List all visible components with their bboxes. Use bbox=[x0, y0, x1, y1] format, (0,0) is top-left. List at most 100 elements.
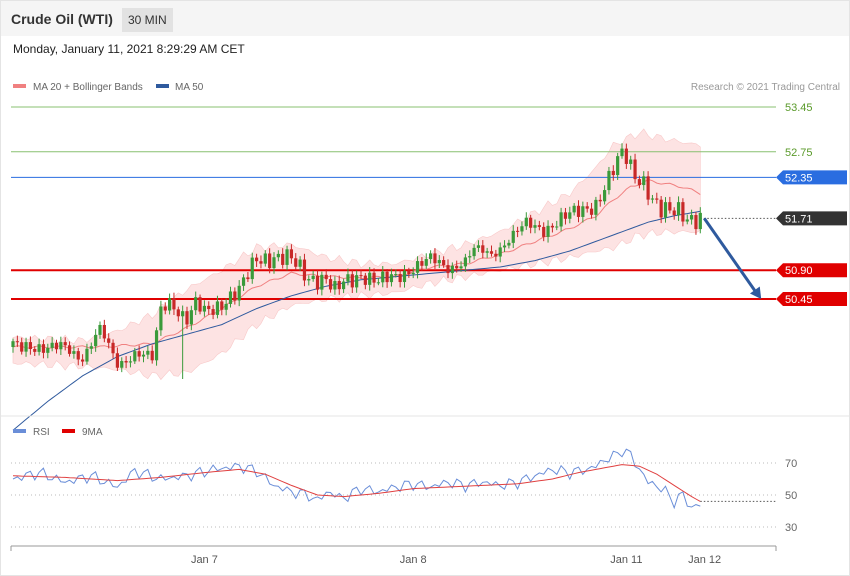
candle bbox=[616, 152, 620, 180]
level-tags: 53.45 52.75 52.35 51.71 50.90 50.45 bbox=[776, 102, 847, 306]
candle bbox=[24, 337, 28, 357]
candle bbox=[668, 196, 672, 214]
candle bbox=[181, 305, 185, 379]
candle bbox=[676, 196, 681, 221]
candle bbox=[620, 143, 624, 159]
candle bbox=[585, 202, 589, 213]
price-levels bbox=[11, 106, 776, 300]
rsi-ma-legend-label: 9MA bbox=[82, 427, 103, 438]
candle bbox=[276, 250, 280, 262]
candle bbox=[433, 248, 437, 270]
candle bbox=[576, 200, 581, 223]
candle bbox=[646, 171, 650, 206]
x-tick-label: Jan 12 bbox=[688, 554, 721, 566]
candle bbox=[589, 202, 594, 219]
candle bbox=[146, 346, 150, 360]
rsi-ma-legend-swatch bbox=[62, 429, 75, 433]
candle bbox=[263, 250, 267, 267]
candle bbox=[72, 345, 76, 359]
candle bbox=[381, 266, 385, 288]
candle bbox=[241, 274, 246, 291]
candle bbox=[102, 319, 106, 343]
candle bbox=[107, 333, 111, 349]
ma50-legend-label: MA 50 bbox=[175, 82, 204, 93]
x-axis: Jan 7 Jan 8 Jan 11 Jan 12 bbox=[10, 545, 777, 566]
candle bbox=[150, 345, 154, 364]
candle bbox=[650, 194, 655, 204]
timestamp: Monday, January 11, 2021 8:29:29 AM CET bbox=[13, 42, 245, 56]
candle bbox=[41, 339, 46, 359]
candle bbox=[555, 220, 559, 231]
level-label: 53.45 bbox=[785, 102, 813, 114]
candle bbox=[642, 171, 646, 191]
candle bbox=[520, 221, 524, 236]
candle bbox=[50, 337, 54, 352]
instrument-title: Crude Oil (WTI) bbox=[11, 11, 113, 27]
candle bbox=[402, 265, 407, 288]
projection-arrow-shaft bbox=[703, 217, 759, 295]
x-tick-label: Jan 7 bbox=[191, 554, 218, 566]
candle bbox=[537, 220, 541, 231]
candle bbox=[246, 272, 250, 282]
candle bbox=[415, 256, 420, 279]
candle bbox=[111, 339, 115, 359]
candle bbox=[690, 209, 694, 225]
candle bbox=[363, 272, 367, 290]
rsi-line bbox=[12, 448, 701, 510]
ma20-legend-swatch bbox=[13, 84, 26, 88]
candle bbox=[611, 165, 615, 181]
candle bbox=[629, 155, 633, 170]
candle bbox=[489, 245, 494, 257]
candle bbox=[450, 262, 454, 279]
candle bbox=[468, 250, 472, 263]
level-label: 52.35 bbox=[785, 172, 813, 184]
candle bbox=[389, 268, 394, 287]
candle bbox=[376, 277, 380, 286]
level-tag-support bbox=[776, 292, 847, 306]
candle bbox=[215, 295, 220, 319]
candle bbox=[672, 207, 676, 220]
candle bbox=[407, 267, 411, 278]
candle bbox=[655, 192, 659, 204]
timeframe-badge[interactable]: 30 MIN bbox=[122, 8, 173, 32]
candle bbox=[320, 271, 324, 296]
level-label: 52.75 bbox=[785, 147, 813, 159]
candle bbox=[476, 240, 481, 253]
candle bbox=[302, 253, 307, 287]
level-label: 50.45 bbox=[785, 294, 813, 306]
candle bbox=[333, 276, 337, 295]
candle bbox=[698, 207, 702, 234]
candle bbox=[481, 240, 485, 259]
projection-arrow bbox=[703, 217, 762, 299]
rsi-legend-swatch bbox=[13, 429, 26, 433]
candle bbox=[511, 225, 515, 249]
level-tag-support bbox=[776, 263, 847, 278]
candle bbox=[328, 275, 333, 293]
ma50-legend-swatch bbox=[156, 84, 169, 88]
candle bbox=[120, 357, 124, 373]
candle bbox=[633, 153, 637, 184]
candle bbox=[568, 206, 572, 224]
candle bbox=[289, 244, 293, 264]
bollinger-band bbox=[12, 128, 701, 381]
candle bbox=[211, 304, 215, 320]
candle bbox=[594, 196, 598, 221]
candle bbox=[54, 339, 59, 354]
candle bbox=[185, 306, 189, 330]
candle bbox=[437, 255, 441, 269]
level-label: 51.71 bbox=[785, 213, 813, 225]
candle bbox=[685, 214, 689, 225]
candle bbox=[355, 270, 359, 293]
chart-header: Crude Oil (WTI) 30 MIN bbox=[1, 1, 849, 36]
candle bbox=[259, 255, 263, 269]
candle bbox=[285, 245, 289, 271]
candle bbox=[372, 268, 376, 288]
candle bbox=[37, 338, 41, 356]
candle bbox=[176, 306, 180, 322]
credit-label: Research © 2021 Trading Central bbox=[691, 82, 840, 93]
candle bbox=[15, 335, 19, 347]
candle bbox=[255, 253, 259, 267]
rsi-lines bbox=[12, 448, 776, 510]
candle bbox=[59, 336, 63, 355]
